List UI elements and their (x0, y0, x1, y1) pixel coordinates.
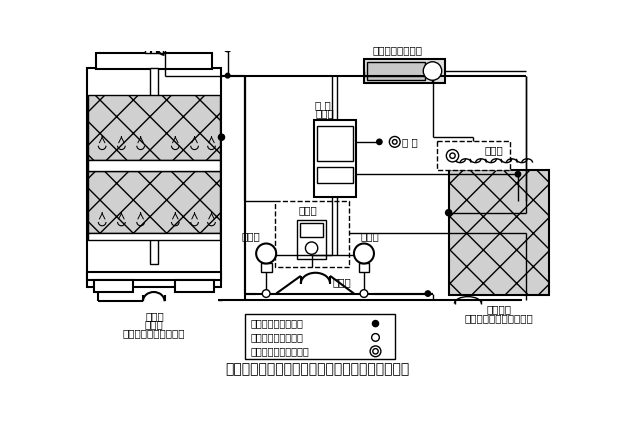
Circle shape (354, 244, 374, 264)
Circle shape (218, 134, 224, 140)
Bar (144, 39, 163, 53)
Bar (88, 160, 220, 171)
Circle shape (446, 150, 459, 162)
Bar (314, 120, 356, 197)
Circle shape (446, 210, 452, 216)
Bar (87, 68, 221, 287)
Text: 密閉・縦型堆肥化装置: 密閉・縦型堆肥化装置 (123, 329, 185, 339)
Text: 圧力計: 圧力計 (361, 232, 379, 241)
Circle shape (224, 44, 231, 52)
Text: 温度測定　：５ヶ所: 温度測定 ：５ヶ所 (250, 319, 304, 329)
Bar (245, 314, 395, 359)
Text: 温 度: 温 度 (316, 100, 331, 110)
Circle shape (256, 244, 276, 264)
Text: （設置されている場合）: （設置されている場合） (464, 313, 533, 323)
Text: 送風機: 送風機 (144, 319, 163, 329)
Bar (364, 59, 445, 83)
Bar (96, 53, 212, 69)
Text: 記録部: 記録部 (316, 108, 334, 119)
Bar (148, 41, 159, 50)
Circle shape (423, 62, 441, 80)
Text: 圧力測定　：２ヶ所: 圧力測定 ：２ヶ所 (250, 332, 304, 343)
Text: ガス濃度測定：３ヶ所: ガス濃度測定：３ヶ所 (250, 346, 309, 356)
Text: 外 気: 外 気 (402, 137, 418, 147)
Circle shape (371, 334, 379, 341)
Bar (88, 233, 220, 241)
Text: 図１　密閉・縦型堆肥化装置と各項目の測定地点: 図１ 密閉・縦型堆肥化装置と各項目の測定地点 (226, 362, 410, 376)
Text: フード: フード (485, 145, 503, 155)
Text: 送風機: 送風機 (332, 277, 351, 287)
Bar (150, 68, 157, 264)
Circle shape (373, 348, 378, 354)
Circle shape (389, 136, 400, 147)
Circle shape (450, 153, 455, 159)
Bar (358, 263, 370, 272)
Bar (261, 263, 272, 272)
Bar (88, 95, 220, 160)
Circle shape (392, 139, 397, 144)
Circle shape (262, 290, 270, 298)
Circle shape (306, 242, 317, 254)
Bar (317, 167, 353, 184)
Bar (300, 224, 323, 237)
Bar (175, 280, 214, 292)
Text: 電源部: 電源部 (298, 205, 317, 215)
Text: マルチガスモニタ: マルチガスモニタ (373, 45, 423, 55)
Bar (437, 141, 510, 170)
Circle shape (370, 346, 381, 357)
Text: 圧力計: 圧力計 (241, 232, 260, 241)
Circle shape (515, 172, 521, 177)
Bar (297, 221, 326, 259)
Bar (88, 171, 220, 233)
Bar (87, 272, 221, 280)
Bar (449, 170, 549, 295)
Bar (94, 280, 133, 292)
Circle shape (373, 320, 379, 327)
Bar (275, 201, 348, 266)
Circle shape (425, 291, 430, 296)
Bar (317, 127, 353, 161)
Text: 送風機: 送風機 (146, 312, 165, 322)
Text: 脱臭装置: 脱臭装置 (486, 304, 512, 314)
Circle shape (360, 290, 368, 298)
Circle shape (225, 74, 230, 78)
Bar (367, 62, 425, 80)
Circle shape (377, 139, 382, 144)
